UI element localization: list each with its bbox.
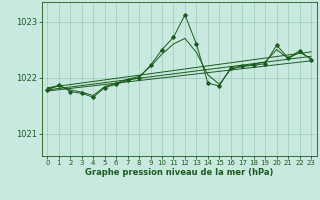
X-axis label: Graphe pression niveau de la mer (hPa): Graphe pression niveau de la mer (hPa)	[85, 168, 273, 177]
